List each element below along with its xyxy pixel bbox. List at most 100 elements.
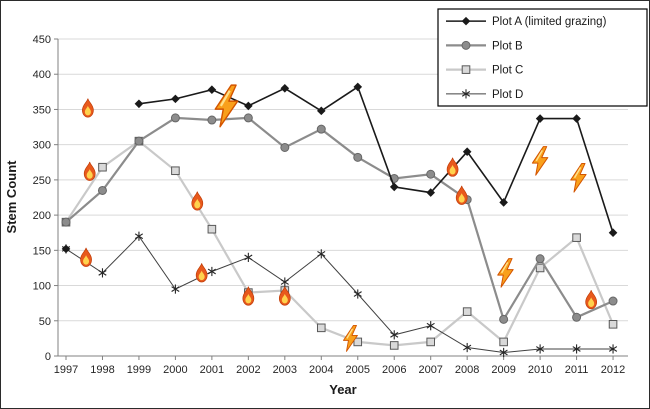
marker-star (463, 344, 472, 351)
y-tick-label: 50 (39, 316, 51, 328)
marker-circle (535, 254, 545, 264)
marker-diamond (572, 114, 581, 123)
legend-box (437, 8, 648, 107)
marker-diamond (499, 198, 508, 207)
marker-circle (316, 124, 326, 134)
marker-star (98, 270, 107, 276)
marker-circle (426, 169, 436, 179)
flame-icon (191, 191, 204, 211)
marker-square (462, 307, 472, 316)
y-tick-label: 400 (33, 69, 51, 81)
marker-square (353, 337, 363, 347)
x-tick-label: 2012 (601, 364, 625, 376)
marker-square (389, 341, 399, 350)
y-axis-title: Stem Count (4, 160, 19, 234)
marker-square (535, 263, 545, 273)
x-tick-label: 1997 (54, 364, 78, 376)
x-tick-label: 1998 (90, 364, 114, 376)
x-tick-label: 2009 (491, 364, 515, 376)
y-tick-label: 450 (33, 34, 51, 46)
marker-star (572, 346, 581, 352)
marker-circle (572, 312, 582, 322)
marker-diamond (608, 228, 618, 238)
legend-label-plot-b: Plot B (492, 40, 523, 52)
flame-icon (83, 161, 96, 182)
marker-circle (499, 314, 509, 324)
marker-star (134, 233, 144, 240)
marker-star (426, 322, 435, 329)
marker-star (536, 346, 545, 352)
marker-star (608, 346, 618, 352)
series-line-plot-b (65, 116, 614, 323)
marker-circle (461, 40, 471, 50)
marker-diamond (461, 16, 471, 26)
x-tick-label: 2006 (382, 364, 406, 376)
marker-square (207, 224, 217, 234)
chart-content: 0 50 100 150 200 250 300 350 400 450 1997 1998 1999 2… (33, 8, 648, 376)
flame-icon (195, 262, 208, 283)
x-axis-title: Year (329, 382, 356, 397)
marker-square (608, 320, 618, 329)
marker-star (317, 250, 326, 257)
x-tick-label: 2002 (236, 364, 260, 376)
legend-label-plot-c: Plot C (492, 65, 523, 77)
y-tick-label: 300 (33, 140, 51, 152)
marker-diamond (316, 106, 326, 116)
x-tick-label: 1999 (127, 364, 151, 376)
legend-label-plot-d: Plot D (492, 89, 523, 101)
marker-diamond (61, 244, 71, 254)
flame-icon (455, 185, 468, 205)
y-tick-label: 100 (33, 281, 51, 293)
marker-square (572, 233, 581, 242)
marker-circle (134, 136, 144, 146)
marker-square (171, 166, 180, 176)
marker-star (244, 254, 253, 261)
y-tick-label: 250 (33, 175, 51, 187)
marker-diamond (134, 99, 144, 109)
y-tick-label: 200 (33, 210, 51, 222)
flame-icon (585, 289, 598, 310)
marker-square (426, 337, 435, 347)
marker-circle (243, 113, 253, 123)
marker-star (280, 279, 289, 285)
x-tick-label: 2005 (346, 364, 370, 376)
x-tick-label: 2003 (273, 364, 297, 376)
bolt-icon (496, 257, 514, 288)
marker-star (461, 91, 471, 97)
marker-circle (608, 296, 618, 306)
marker-square (316, 323, 326, 333)
x-tick-label: 2008 (455, 364, 479, 376)
marker-diamond (280, 84, 290, 93)
marker-star (390, 332, 399, 338)
flame-icon (81, 98, 94, 118)
marker-circle (207, 115, 217, 125)
marker-circle (280, 142, 290, 152)
marker-diamond (462, 147, 472, 157)
y-tick-label: 150 (33, 245, 51, 257)
marker-circle (61, 217, 71, 227)
marker-square (461, 65, 471, 74)
marker-star (207, 268, 216, 275)
marker-star (499, 349, 508, 356)
x-tick-label: 2000 (163, 364, 187, 376)
x-tick-label: 2004 (309, 364, 333, 376)
series-line-plot-d (65, 235, 613, 354)
marker-circle (353, 152, 363, 162)
marker-square (499, 337, 508, 347)
y-tick-label: 0 (45, 351, 51, 363)
bolt-icon (569, 162, 587, 193)
marker-diamond (353, 82, 363, 92)
bolt-icon (531, 145, 549, 176)
x-tick-label: 2007 (418, 364, 442, 376)
marker-circle (97, 185, 107, 195)
bolt-icon (342, 324, 359, 353)
marker-star (353, 291, 362, 297)
marker-diamond (171, 94, 180, 104)
marker-star (171, 286, 180, 292)
marker-diamond (207, 85, 217, 95)
series-line-plot-c (65, 139, 615, 347)
marker-diamond (389, 182, 399, 192)
marker-diamond (244, 101, 253, 111)
